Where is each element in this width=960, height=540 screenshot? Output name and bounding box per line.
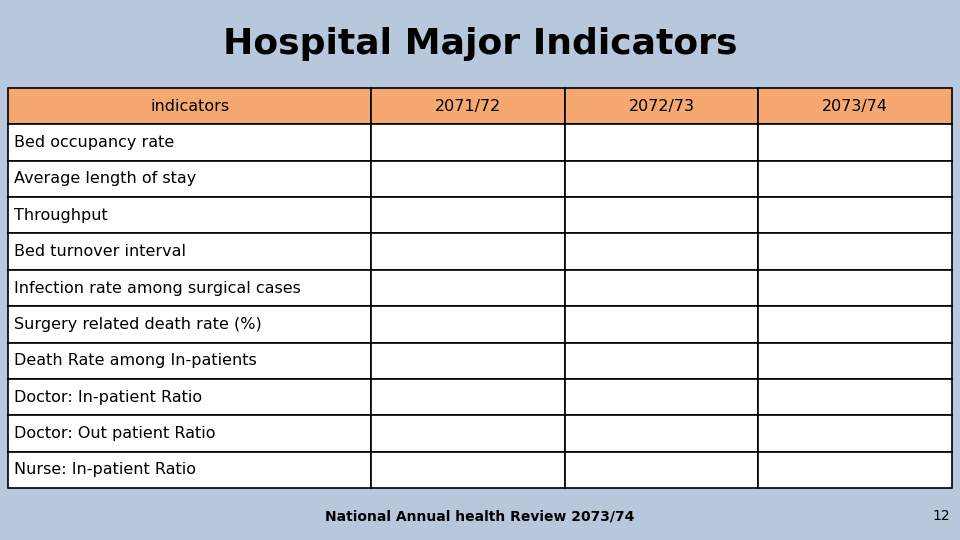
Bar — [372, 451, 564, 488]
Text: 2073/74: 2073/74 — [822, 99, 888, 114]
Bar — [758, 88, 952, 124]
Bar — [758, 270, 952, 306]
Bar — [564, 88, 758, 124]
Bar — [564, 379, 758, 415]
Bar — [758, 124, 952, 161]
Bar — [564, 197, 758, 233]
Text: Average length of stay: Average length of stay — [14, 171, 196, 186]
Text: 2072/73: 2072/73 — [629, 99, 695, 114]
Bar — [372, 124, 564, 161]
Bar — [8, 306, 372, 342]
Text: 12: 12 — [932, 509, 950, 523]
Bar — [372, 161, 564, 197]
Bar — [372, 379, 564, 415]
Text: Surgery related death rate (%): Surgery related death rate (%) — [14, 317, 262, 332]
Text: Hospital Major Indicators: Hospital Major Indicators — [223, 27, 737, 61]
Text: National Annual health Review 2073/74: National Annual health Review 2073/74 — [325, 509, 635, 523]
Bar — [372, 88, 564, 124]
Bar — [758, 197, 952, 233]
Bar — [758, 379, 952, 415]
Text: Infection rate among surgical cases: Infection rate among surgical cases — [14, 280, 300, 295]
Bar — [8, 379, 372, 415]
Bar — [8, 161, 372, 197]
Bar — [8, 451, 372, 488]
Bar — [8, 342, 372, 379]
Bar — [564, 124, 758, 161]
Text: indicators: indicators — [150, 99, 229, 114]
Text: Bed occupancy rate: Bed occupancy rate — [14, 135, 175, 150]
Bar — [564, 161, 758, 197]
Bar — [758, 161, 952, 197]
Bar — [564, 270, 758, 306]
Bar — [8, 233, 372, 270]
Bar — [8, 415, 372, 451]
Bar — [372, 197, 564, 233]
Bar — [564, 415, 758, 451]
Text: 2071/72: 2071/72 — [435, 99, 501, 114]
Bar — [372, 306, 564, 342]
Bar — [564, 342, 758, 379]
Bar — [758, 306, 952, 342]
Bar — [372, 233, 564, 270]
Bar — [372, 270, 564, 306]
Bar — [758, 415, 952, 451]
Bar — [564, 233, 758, 270]
Bar — [372, 415, 564, 451]
Text: Nurse: In-patient Ratio: Nurse: In-patient Ratio — [14, 462, 196, 477]
Text: Doctor: Out patient Ratio: Doctor: Out patient Ratio — [14, 426, 215, 441]
Bar — [564, 306, 758, 342]
Text: Throughput: Throughput — [14, 208, 108, 223]
Bar — [8, 88, 372, 124]
Bar — [758, 451, 952, 488]
Text: Doctor: In-patient Ratio: Doctor: In-patient Ratio — [14, 389, 203, 404]
Text: Death Rate among In-patients: Death Rate among In-patients — [14, 353, 256, 368]
Bar — [564, 451, 758, 488]
Bar — [758, 342, 952, 379]
Bar — [8, 197, 372, 233]
Bar — [372, 342, 564, 379]
Bar — [8, 270, 372, 306]
Bar — [758, 233, 952, 270]
Text: Bed turnover interval: Bed turnover interval — [14, 244, 186, 259]
Bar — [8, 124, 372, 161]
